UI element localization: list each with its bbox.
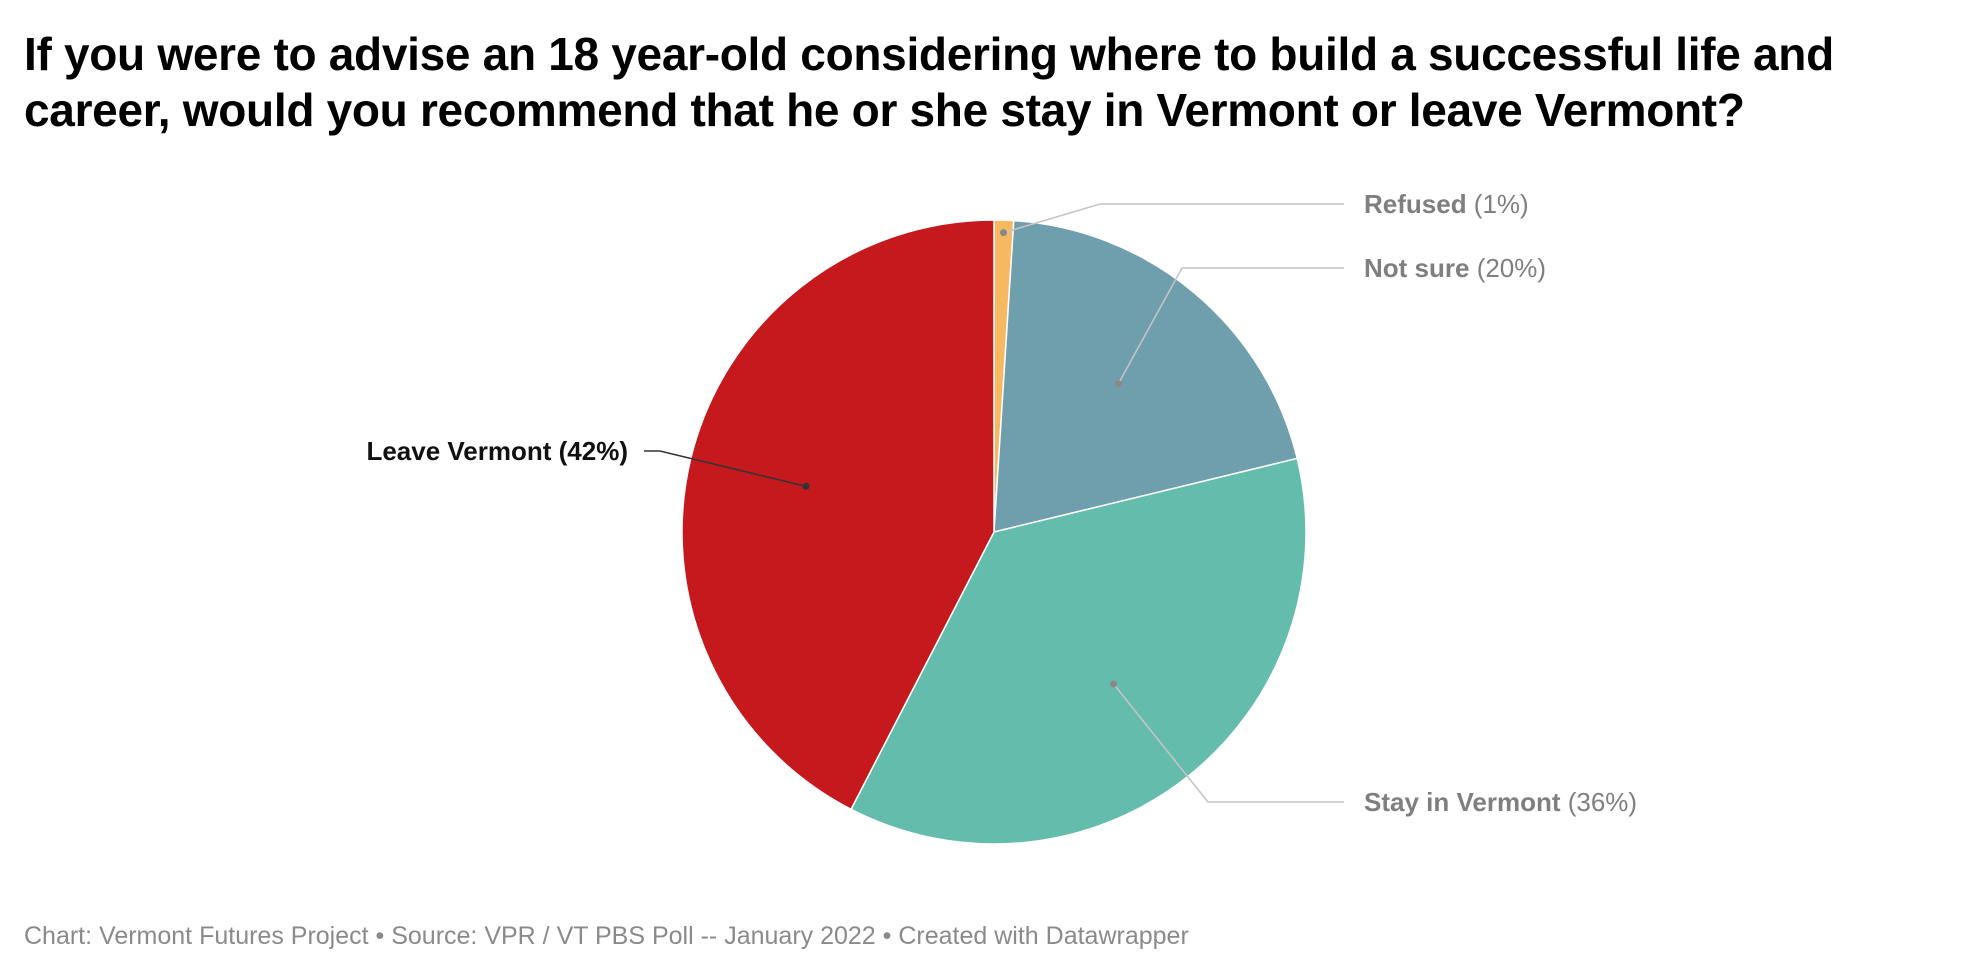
slice-label-value: (20%) [1469, 253, 1546, 283]
slice-label-name: Leave Vermont [366, 436, 551, 466]
leader-dot [1000, 229, 1008, 237]
slice-label: Leave Vermont (42%) [366, 436, 628, 466]
slice-label-name: Refused [1364, 189, 1467, 219]
leader-line [1117, 267, 1344, 385]
leader-line [1112, 683, 1344, 803]
slice-label: Stay in Vermont (36%) [1364, 787, 1637, 817]
leader-dot [1110, 680, 1118, 688]
slice-label-name: Stay in Vermont [1364, 787, 1561, 817]
leader-line [1003, 203, 1344, 234]
leader-line [644, 450, 807, 488]
slice-label-value: (36%) [1561, 787, 1638, 817]
slice-label-name: Not sure [1364, 253, 1469, 283]
slice-label: Not sure (20%) [1364, 253, 1546, 283]
slice-label-value: (1%) [1467, 189, 1529, 219]
leader-dot [802, 482, 810, 490]
pie-slice-not-sure [993, 219, 1299, 533]
slice-label-value: (42%) [551, 436, 628, 466]
slice-labels: Refused (1%) Not sure (20%) Stay in Vermon… [366, 189, 1637, 817]
chart-footer: Chart: Vermont Futures Project • Source:… [24, 922, 1189, 950]
leader-dot [1114, 380, 1122, 388]
leader-lines [644, 203, 1344, 803]
slice-label: Refused (1%) [1364, 189, 1529, 219]
pie-slices [681, 219, 1307, 845]
pie-slice-stay-in-vermont [850, 457, 1307, 845]
chart-title: If you were to advise an 18 year-old con… [24, 28, 1834, 136]
